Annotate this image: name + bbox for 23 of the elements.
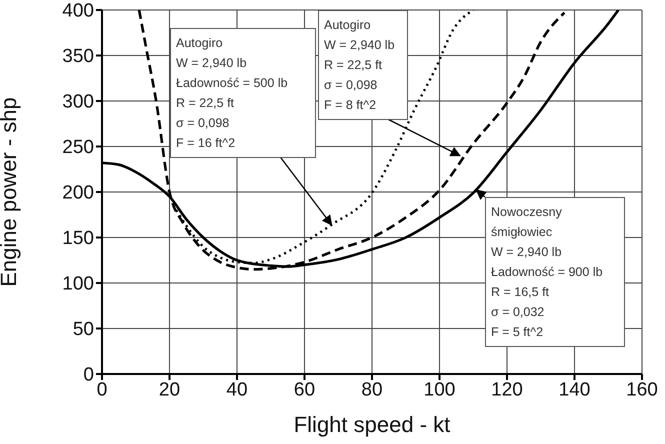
callout-box: Nowoczesny śmigłowiec W = 2,940 lb Ładowność = 900 lb R = 16,5 ft σ = 0,032 F = 5 ft^2 bbox=[485, 197, 625, 347]
y-tick-label: 100 bbox=[62, 274, 94, 295]
y-tick-label: 250 bbox=[62, 137, 94, 158]
y-tick-label: 150 bbox=[62, 228, 94, 250]
y-tick-label: 400 bbox=[62, 0, 94, 22]
callout-box: Autogiro W = 2,940 lb Ładowność = 500 lb R = 22,5 ft σ = 0,098 F = 16 ft^2 bbox=[170, 28, 316, 158]
x-tick-label: 20 bbox=[158, 379, 180, 400]
y-tick-label: 200 bbox=[62, 182, 94, 204]
callout-box: Autogiro W = 2,940 lb R = 22,5 ft σ = 0,098 F = 8 ft^2 bbox=[318, 10, 408, 120]
x-tick-label: 160 bbox=[626, 379, 658, 400]
x-tick-label: 60 bbox=[294, 379, 316, 400]
x-tick-label: 0 bbox=[96, 379, 108, 400]
y-tick-label: 50 bbox=[72, 319, 94, 340]
x-tick-label: 120 bbox=[491, 379, 523, 400]
y-tick-label: 350 bbox=[62, 46, 94, 68]
y-tick-label: 0 bbox=[83, 364, 94, 386]
x-tick-label: 100 bbox=[424, 379, 456, 400]
y-axis-title: Engine power - shp bbox=[0, 97, 21, 287]
x-tick-label: 40 bbox=[226, 379, 248, 400]
x-axis-title: Flight speed - kt bbox=[294, 412, 450, 437]
x-tick-label: 140 bbox=[558, 379, 590, 400]
y-tick-label: 300 bbox=[62, 92, 94, 113]
x-tick-label: 80 bbox=[361, 379, 383, 400]
